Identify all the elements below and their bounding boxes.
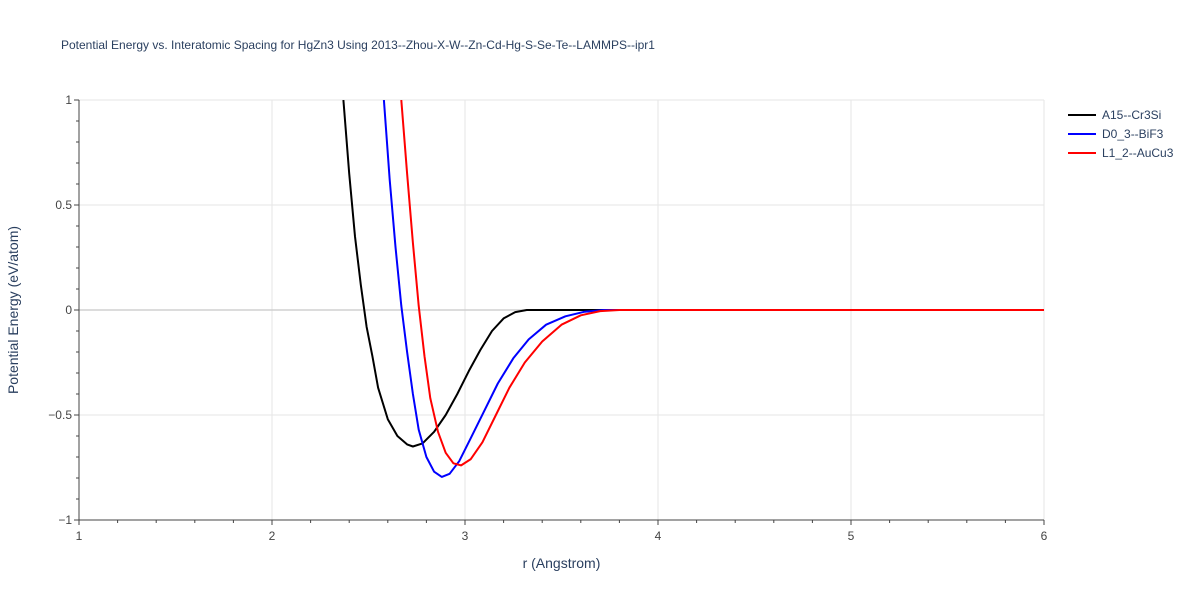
series-layer xyxy=(342,100,1044,478)
y-tick-label: 0 xyxy=(65,303,72,317)
legend-label-d03: D0_3--BiF3 xyxy=(1102,126,1164,141)
series-line-1 xyxy=(342,100,1044,448)
legend-label-l12: L1_2--AuCu3 xyxy=(1102,145,1174,160)
y-tick-label: −0.5 xyxy=(48,408,72,422)
legend: A15--Cr3Si D0_3--BiF3 L1_2--AuCu3 xyxy=(1068,105,1173,162)
chart-title: Potential Energy vs. Interatomic Spacing… xyxy=(61,38,655,52)
x-tick-label: 6 xyxy=(1041,529,1048,543)
y-tick-label: 0.5 xyxy=(55,198,72,212)
axes-layer: 1 2 3 4 5 6 −1 −0.5 0 0.5 1 xyxy=(48,93,1047,543)
legend-swatch-l12 xyxy=(1068,151,1096,154)
legend-label-a15: A15--Cr3Si xyxy=(1102,107,1162,122)
x-tick-label: 5 xyxy=(848,529,855,543)
x-axis-title: r (Angstrom) xyxy=(523,555,601,571)
x-tick-label: 2 xyxy=(269,529,276,543)
y-axis-title: Potential Energy (eV/atom) xyxy=(5,226,21,394)
series-line-3 xyxy=(400,100,1044,467)
x-tick-label: 4 xyxy=(655,529,662,543)
series-line-2 xyxy=(382,100,1044,478)
legend-swatch-a15 xyxy=(1068,113,1096,116)
x-tick-label: 3 xyxy=(462,529,469,543)
x-tick-label: 1 xyxy=(76,529,83,543)
y-tick-label: 1 xyxy=(65,93,72,107)
legend-item-a15[interactable]: A15--Cr3Si xyxy=(1068,105,1173,124)
y-tick-label: −1 xyxy=(58,513,72,527)
legend-item-d03[interactable]: D0_3--BiF3 xyxy=(1068,124,1173,143)
legend-item-l12[interactable]: L1_2--AuCu3 xyxy=(1068,143,1173,162)
legend-swatch-d03 xyxy=(1068,132,1096,135)
